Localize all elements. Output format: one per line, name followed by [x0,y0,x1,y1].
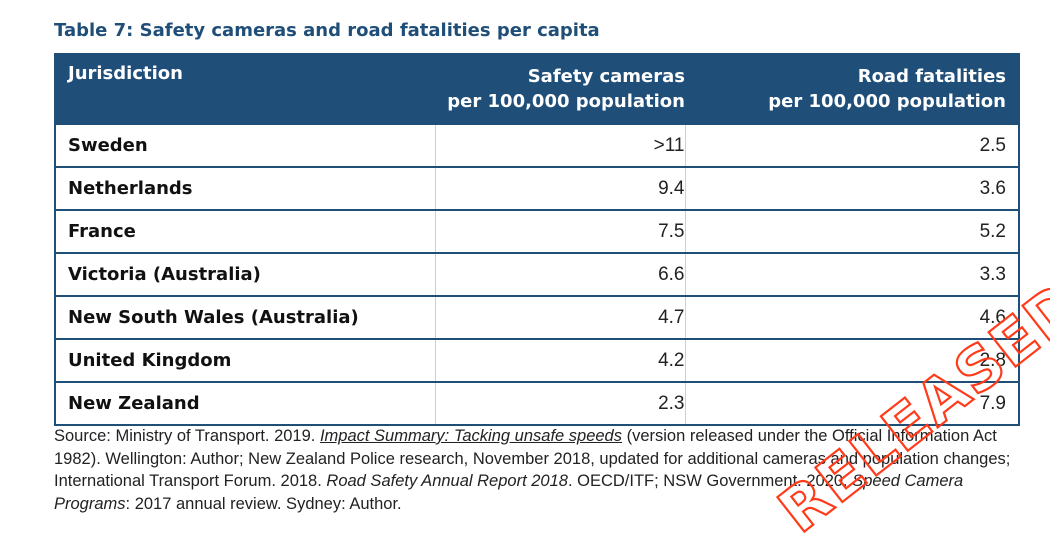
data-table: Jurisdiction Safety cameras per 100,000 … [54,53,1020,426]
cell-fatalities: 4.6 [685,295,1019,339]
cell-cameras: 4.7 [435,295,686,339]
source-text: : 2017 annual review. Sydney: Author. [125,494,402,513]
cell-cameras: 7.5 [435,209,686,253]
table-row: United Kingdom 4.2 2.8 [55,338,1019,382]
source-title-impact-summary: Impact Summary: Tacking unsafe speeds [319,427,622,445]
header-cameras-line1: Safety cameras [527,66,685,87]
cell-fatalities: 3.3 [685,252,1019,296]
table-row: New South Wales (Australia) 4.7 4.6 [55,295,1019,339]
cell-cameras: 2.3 [435,381,686,425]
table-row: Sweden >11 2.5 [55,123,1019,167]
table-row: Netherlands 9.4 3.6 [55,166,1019,210]
header-cameras: Safety cameras per 100,000 population [435,54,685,124]
cell-jurisdiction: Netherlands [55,166,436,210]
source-title-road-safety-report: Road Safety Annual Report 2018 [326,472,568,490]
cell-jurisdiction: United Kingdom [55,338,436,382]
cell-fatalities: 7.9 [685,381,1019,425]
cell-jurisdiction: Victoria (Australia) [55,252,436,296]
header-row: Jurisdiction Safety cameras per 100,000 … [55,54,1019,124]
header-fatalities: Road fatalities per 100,000 population [685,54,1019,124]
cell-cameras: >11 [435,123,686,167]
source-text: (version released under the Official Inf… [54,427,1011,490]
cell-cameras: 6.6 [435,252,686,296]
cell-jurisdiction: New Zealand [55,381,436,425]
cell-fatalities: 5.2 [685,209,1019,253]
header-fatalities-line2: per 100,000 population [768,91,1006,112]
cell-fatalities: 2.5 [685,123,1019,167]
cell-cameras: 4.2 [435,338,686,382]
header-cameras-line2: per 100,000 population [447,91,685,112]
source-text: . OECD/ITF; NSW Government. 2020. [567,472,853,490]
header-fatalities-line1: Road fatalities [857,66,1006,87]
cell-jurisdiction: Sweden [55,123,436,167]
source-title-speed-camera-programs: Speed Camera Programs [54,472,964,513]
table-caption: Table 7: Safety cameras and road fatalit… [54,20,600,41]
table-row: Victoria (Australia) 6.6 3.3 [55,252,1019,296]
table-row: France 7.5 5.2 [55,209,1019,253]
header-jurisdiction-label: Jurisdiction [68,63,183,84]
cell-jurisdiction: France [55,209,436,253]
cell-jurisdiction: New South Wales (Australia) [55,295,436,339]
header-jurisdiction: Jurisdiction [55,54,435,124]
table-row: New Zealand 2.3 7.9 [55,381,1019,425]
cell-fatalities: 2.8 [685,338,1019,382]
source-text: Source: Ministry of Transport. 2019. [54,427,320,445]
cell-cameras: 9.4 [435,166,686,210]
source-note: Source: Ministry of Transport. 2019. Imp… [54,425,1014,515]
cell-fatalities: 3.6 [685,166,1019,210]
